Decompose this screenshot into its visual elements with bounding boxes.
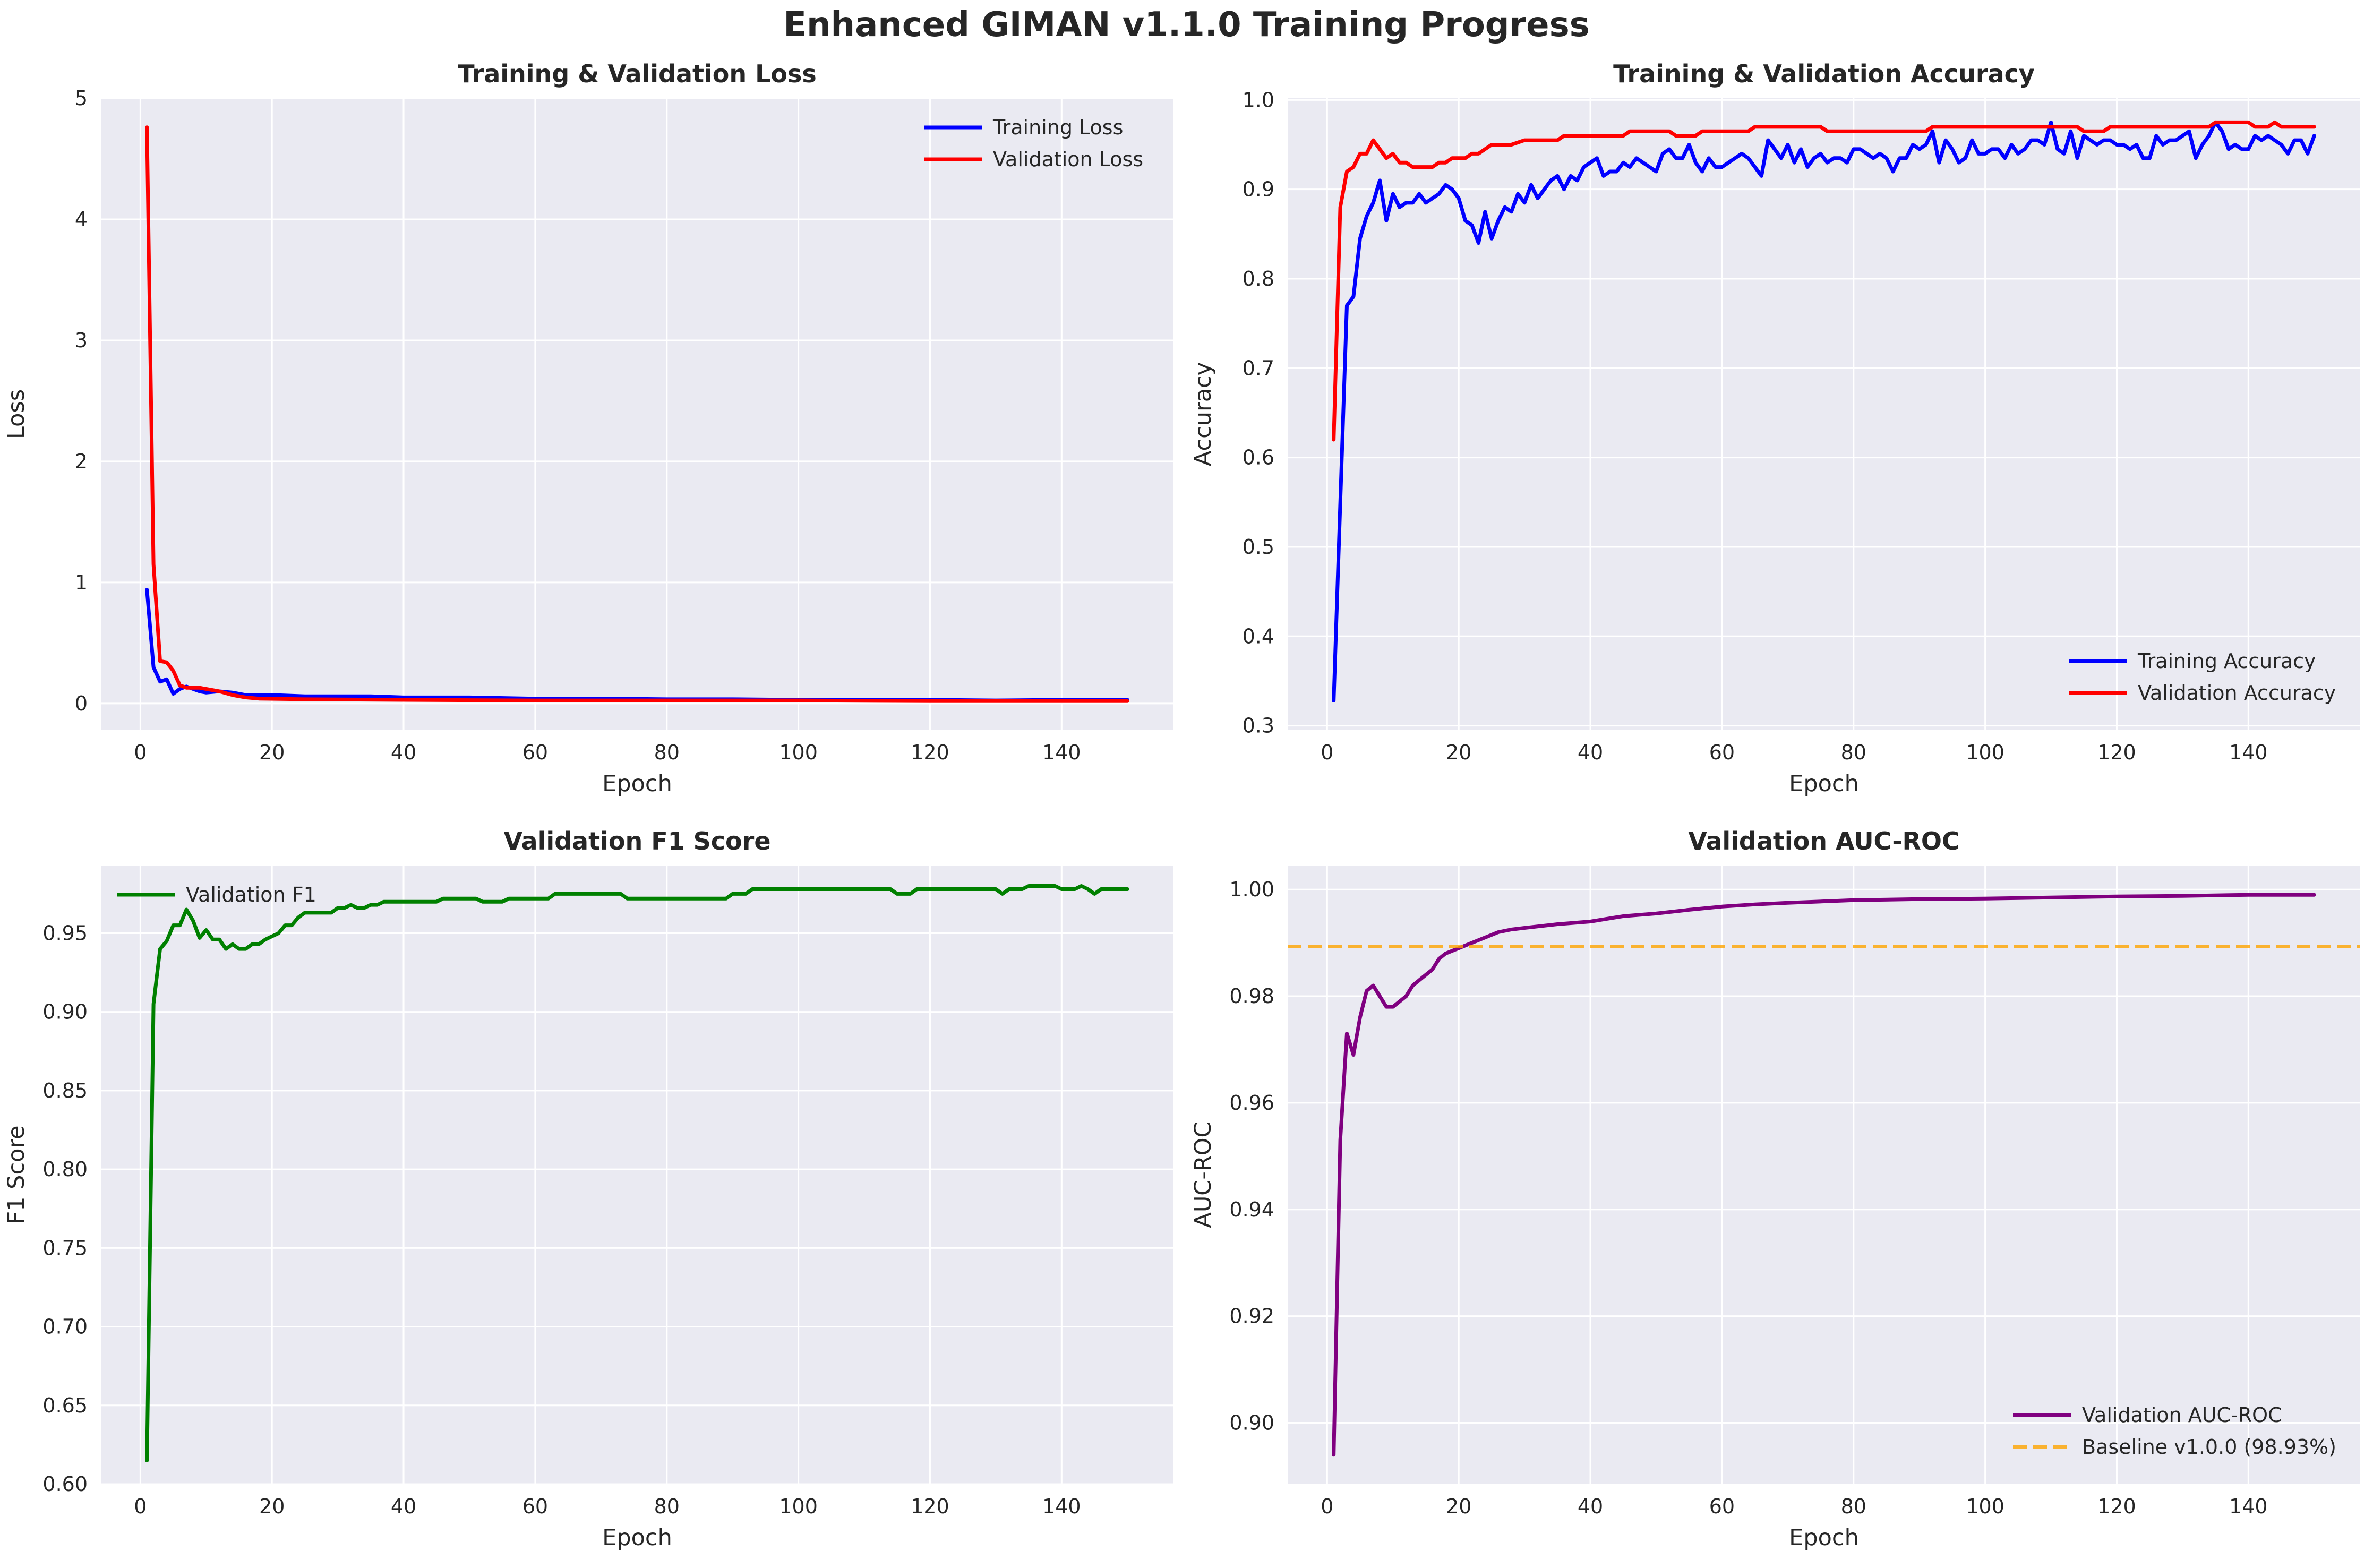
y-tick-label: 0.4 — [1243, 624, 1274, 648]
x-tick-label: 20 — [1446, 741, 1471, 764]
x-tick-label: 120 — [911, 741, 949, 764]
y-tick-label: 0.92 — [1229, 1305, 1274, 1328]
x-tick-label: 0 — [1321, 1495, 1333, 1518]
x-tick-label: 40 — [1578, 741, 1603, 764]
x-tick-label: 120 — [911, 1495, 949, 1518]
x-tick-label: 80 — [1841, 741, 1866, 764]
y-tick-label: 5 — [75, 87, 88, 110]
series-line — [145, 884, 1129, 1462]
x-tick-label: 140 — [2229, 741, 2268, 764]
y-tick-label: 0 — [75, 692, 88, 715]
x-tick-label: 80 — [654, 741, 680, 764]
x-tick-label: 140 — [2229, 1495, 2268, 1518]
legend: Validation F1 — [117, 883, 316, 906]
chart-title: Training & Validation Loss — [458, 59, 817, 88]
x-axis-label: Epoch — [602, 1524, 672, 1551]
y-tick-label: 0.85 — [42, 1079, 88, 1102]
y-tick-label: 0.7 — [1243, 356, 1274, 380]
legend-label: Validation AUC-ROC — [2082, 1403, 2282, 1427]
y-tick-label: 0.80 — [42, 1158, 88, 1181]
y-tick-label: 0.90 — [42, 1000, 88, 1024]
x-tick-label: 20 — [259, 741, 285, 764]
plot-area — [1288, 98, 2360, 730]
legend-label: Validation Accuracy — [2138, 681, 2336, 705]
x-tick-label: 80 — [654, 1495, 680, 1518]
legend-label: Training Loss — [992, 116, 1123, 139]
x-tick-label: 20 — [259, 1495, 285, 1518]
chart-title: Validation F1 Score — [503, 827, 770, 855]
x-tick-label: 0 — [1321, 741, 1333, 764]
y-tick-label: 2 — [75, 450, 88, 473]
y-tick-label: 0.90 — [1229, 1411, 1274, 1435]
y-tick-label: 3 — [75, 329, 88, 352]
x-tick-label: 120 — [2097, 741, 2136, 764]
x-tick-label: 40 — [391, 1495, 416, 1518]
series-line — [1332, 893, 2316, 1457]
x-tick-label: 0 — [134, 741, 147, 764]
y-tick-label: 0.96 — [1229, 1091, 1274, 1115]
legend-label: Training Accuracy — [2137, 649, 2316, 673]
y-tick-label: 1 — [75, 571, 88, 594]
legend: Validation AUC-ROC Baseline v1.0.0 (98.93… — [2013, 1403, 2336, 1459]
chart-title: Training & Validation Accuracy — [1613, 59, 2035, 88]
x-tick-label: 100 — [1966, 741, 2004, 764]
y-tick-label: 0.9 — [1243, 178, 1274, 201]
y-tick-label: 0.75 — [42, 1236, 88, 1259]
x-tick-label: 140 — [1042, 1495, 1081, 1518]
figure-title: Enhanced GIMAN v1.1.0 Training Progress — [783, 5, 1590, 45]
x-tick-label: 60 — [1709, 1495, 1735, 1518]
series-line — [1332, 120, 2316, 442]
series-line — [1332, 120, 2316, 702]
x-axis-label: Epoch — [1789, 1524, 1859, 1551]
x-tick-label: 0 — [134, 1495, 147, 1518]
y-tick-label: 1.00 — [1229, 878, 1274, 901]
x-tick-label: 140 — [1042, 741, 1081, 764]
chart-loss: 0 20 40 60 80 100 120 140 0 1 2 3 4 5 Training & Valid… — [3, 59, 1173, 797]
legend-label: Validation F1 — [186, 883, 316, 906]
y-axis-label: Accuracy — [1190, 362, 1217, 466]
y-tick-label: 4 — [75, 208, 88, 231]
x-axis-label: Epoch — [1789, 770, 1859, 797]
x-tick-label: 40 — [391, 741, 416, 764]
x-tick-label: 60 — [522, 1495, 548, 1518]
chart-title: Validation AUC-ROC — [1688, 827, 1959, 855]
legend: Training Loss Validation Loss — [924, 116, 1143, 171]
y-tick-label: 0.8 — [1243, 267, 1274, 290]
y-tick-label: 0.5 — [1243, 535, 1274, 559]
plot-area — [101, 866, 1173, 1484]
plot-area — [101, 98, 1173, 730]
legend: Training Accuracy Validation Accuracy — [2069, 649, 2336, 705]
x-tick-label: 20 — [1446, 1495, 1471, 1518]
y-tick-label: 0.3 — [1243, 714, 1274, 738]
series-line — [145, 125, 1129, 703]
legend-label: Validation Loss — [993, 148, 1143, 171]
y-tick-label: 1.0 — [1243, 88, 1274, 112]
y-tick-label: 0.94 — [1229, 1198, 1274, 1221]
y-tick-label: 0.6 — [1243, 446, 1274, 469]
x-axis-label: Epoch — [602, 770, 672, 797]
y-tick-label: 0.98 — [1229, 984, 1274, 1008]
y-axis-label: AUC-ROC — [1190, 1121, 1217, 1228]
x-tick-label: 100 — [779, 741, 818, 764]
y-tick-label: 0.65 — [42, 1394, 88, 1417]
y-tick-label: 0.95 — [42, 921, 88, 945]
legend-label: Baseline v1.0.0 (98.93%) — [2082, 1435, 2336, 1459]
y-tick-label: 0.70 — [42, 1315, 88, 1339]
x-tick-label: 40 — [1578, 1495, 1603, 1518]
y-tick-label: 0.60 — [42, 1472, 88, 1496]
y-axis-label: F1 Score — [3, 1125, 30, 1224]
x-tick-label: 80 — [1841, 1495, 1866, 1518]
x-tick-label: 60 — [522, 741, 548, 764]
chart-f1: 0 20 40 60 80 100 120 140 0.60 0.65 0.70 0.75 0.80 0.… — [3, 827, 1173, 1551]
x-tick-label: 60 — [1709, 741, 1735, 764]
x-tick-label: 120 — [2097, 1495, 2136, 1518]
y-axis-label: Loss — [3, 389, 30, 439]
chart-auc: 0 20 40 60 80 100 120 140 0.90 0.92 0.94 0.96 0.98 1.… — [1190, 827, 2360, 1551]
plot-area — [1288, 866, 2360, 1484]
x-tick-label: 100 — [779, 1495, 818, 1518]
chart-accuracy: 0 20 40 60 80 100 120 140 0.3 0.4 0.5 0.6 0.7 0.8 0.9 1… — [1190, 59, 2360, 797]
x-tick-label: 100 — [1966, 1495, 2004, 1518]
